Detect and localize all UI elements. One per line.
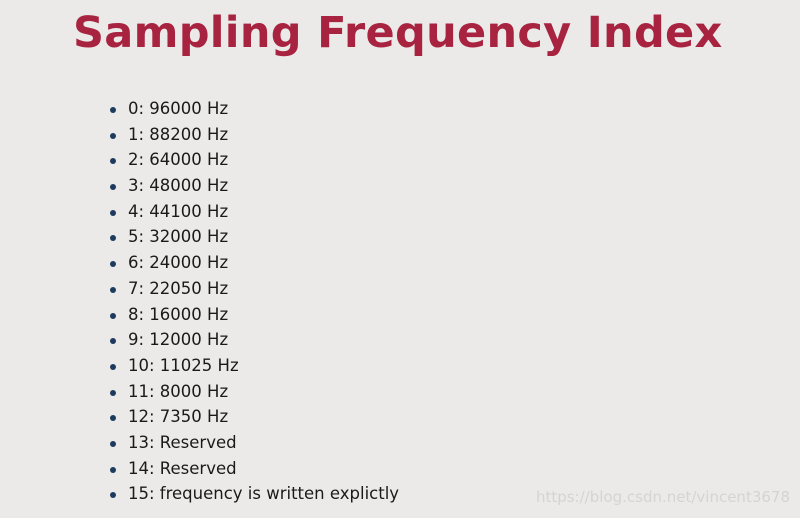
list-item: 11: 8000 Hz — [110, 379, 399, 405]
list-item: 12: 7350 Hz — [110, 404, 399, 430]
list-item: 2: 64000 Hz — [110, 147, 399, 173]
list-item: 1: 88200 Hz — [110, 122, 399, 148]
list-item: 0: 96000 Hz — [110, 96, 399, 122]
list-item: 9: 12000 Hz — [110, 327, 399, 353]
list-item: 14: Reserved — [110, 456, 399, 482]
list-item: 13: Reserved — [110, 430, 399, 456]
list-item: 7: 22050 Hz — [110, 276, 399, 302]
slide-title: Sampling Frequency Index — [73, 8, 723, 58]
list-item: 5: 32000 Hz — [110, 224, 399, 250]
list-item: 8: 16000 Hz — [110, 302, 399, 328]
frequency-list: 0: 96000 Hz 1: 88200 Hz 2: 64000 Hz 3: 4800… — [110, 96, 399, 507]
list-item: 4: 44100 Hz — [110, 199, 399, 225]
list-item: 15: frequency is written explictly — [110, 481, 399, 507]
list-item: 6: 24000 Hz — [110, 250, 399, 276]
list-item: 10: 11025 Hz — [110, 353, 399, 379]
watermark: https://blog.csdn.net/vincent3678 — [535, 488, 790, 506]
list-item: 3: 48000 Hz — [110, 173, 399, 199]
